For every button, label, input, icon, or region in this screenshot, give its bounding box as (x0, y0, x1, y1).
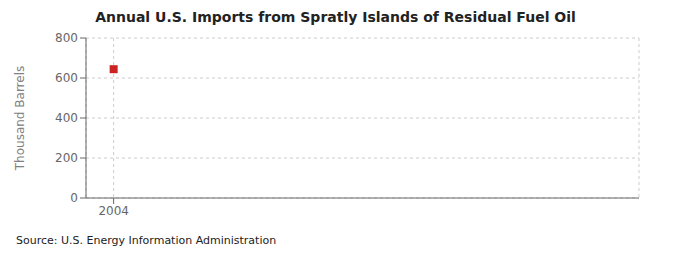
svg-text:Thousand Barrels: Thousand Barrels (13, 66, 27, 171)
svg-text:600: 600 (55, 71, 78, 85)
svg-text:400: 400 (55, 111, 78, 125)
html-text:Source: U.S. Energy Informatio: Source: U.S. Energy Information Administ… (16, 234, 277, 247)
svg-text:0: 0 (70, 191, 78, 205)
html-text:Annual U.S. Imports from Sprat: Annual U.S. Imports from Spratly Islands… (95, 9, 576, 25)
svg-text:200: 200 (55, 151, 78, 165)
svg-text:800: 800 (55, 31, 78, 45)
svg-text:2004: 2004 (98, 204, 129, 218)
